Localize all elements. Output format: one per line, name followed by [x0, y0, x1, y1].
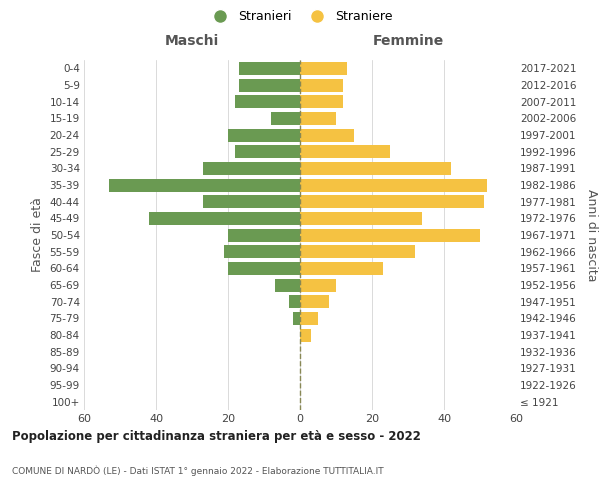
- Text: Femmine: Femmine: [373, 34, 443, 48]
- Bar: [271, 112, 300, 125]
- Bar: [300, 278, 336, 291]
- Text: COMUNE DI NARDÒ (LE) - Dati ISTAT 1° gennaio 2022 - Elaborazione TUTTITALIA.IT: COMUNE DI NARDÒ (LE) - Dati ISTAT 1° gen…: [12, 465, 383, 475]
- Bar: [109, 178, 300, 192]
- Bar: [300, 145, 390, 158]
- Bar: [300, 295, 329, 308]
- Bar: [149, 212, 300, 225]
- Y-axis label: Anni di nascita: Anni di nascita: [585, 188, 598, 281]
- Bar: [235, 145, 300, 158]
- Bar: [300, 312, 318, 325]
- Bar: [228, 228, 300, 241]
- Bar: [300, 262, 383, 275]
- Bar: [300, 78, 343, 92]
- Bar: [300, 328, 311, 342]
- Text: Popolazione per cittadinanza straniera per età e sesso - 2022: Popolazione per cittadinanza straniera p…: [12, 430, 421, 443]
- Bar: [203, 195, 300, 208]
- Bar: [228, 262, 300, 275]
- Bar: [300, 162, 451, 175]
- Bar: [203, 162, 300, 175]
- Bar: [224, 245, 300, 258]
- Legend: Stranieri, Straniere: Stranieri, Straniere: [202, 5, 398, 28]
- Bar: [228, 128, 300, 141]
- Y-axis label: Fasce di età: Fasce di età: [31, 198, 44, 272]
- Text: Maschi: Maschi: [165, 34, 219, 48]
- Bar: [300, 245, 415, 258]
- Bar: [289, 295, 300, 308]
- Bar: [293, 312, 300, 325]
- Bar: [239, 62, 300, 75]
- Bar: [300, 95, 343, 108]
- Bar: [300, 62, 347, 75]
- Bar: [300, 112, 336, 125]
- Bar: [275, 278, 300, 291]
- Bar: [300, 195, 484, 208]
- Bar: [300, 178, 487, 192]
- Bar: [300, 212, 422, 225]
- Bar: [235, 95, 300, 108]
- Bar: [300, 228, 480, 241]
- Bar: [239, 78, 300, 92]
- Bar: [300, 128, 354, 141]
